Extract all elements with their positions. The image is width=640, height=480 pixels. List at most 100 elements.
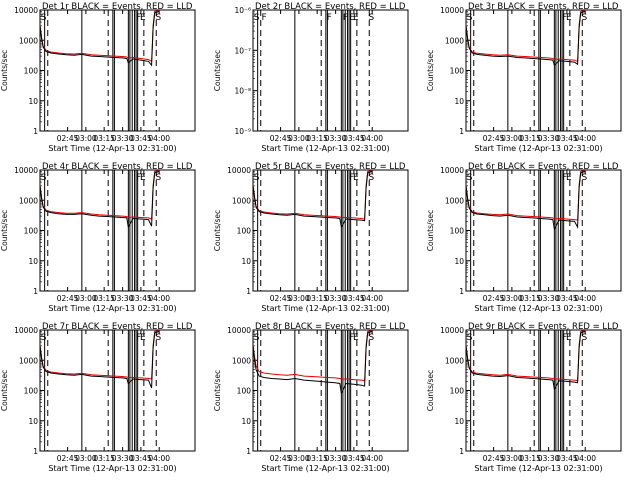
y-tick-label: 100: [450, 67, 465, 76]
chart-title: Det 6r BLACK = Events, RED = LLD: [468, 162, 619, 172]
y-tick-label: 1000: [445, 36, 464, 45]
y-tick-label: 10⁻⁷: [234, 46, 251, 55]
x-tick-label: 03:30: [112, 134, 134, 143]
series-line-lld: [40, 330, 160, 380]
y-tick-label: 100: [237, 387, 252, 396]
annotation-label: F: [327, 13, 332, 23]
x-tick-label: 03:00: [501, 294, 523, 303]
y-tick-label: 10000: [14, 166, 38, 175]
y-tick-label: 10: [28, 417, 38, 426]
x-tick-label: 03:00: [288, 134, 310, 143]
annotation-label: S: [467, 333, 473, 343]
x-tick-label: 04:00: [361, 454, 383, 463]
plot-frame: [252, 9, 409, 132]
x-axis-label: Start Time (12-Apr-13 02:31:00): [474, 304, 602, 313]
chart-panel-6: Det 6r BLACK = Events, RED = LLD 1 10 100 10…: [426, 162, 622, 313]
y-tick-label: 1: [33, 127, 38, 136]
x-tick-label: 04:00: [148, 454, 170, 463]
annotation-label: S: [155, 13, 161, 23]
plot-frame: [252, 169, 409, 292]
y-tick-label: 1000: [19, 36, 38, 45]
y-tick-label: 1: [33, 287, 38, 296]
chart-title: Det 9r BLACK = Events, RED = LLD: [468, 322, 619, 332]
annotation-label: E: [140, 173, 146, 183]
x-tick-label: 04:00: [574, 454, 596, 463]
annotation-label: S: [368, 13, 374, 23]
x-axis-label: Start Time (12-Apr-13 02:31:00): [261, 464, 389, 473]
series-line-lld: [40, 170, 160, 220]
x-tick-label: 03:30: [538, 294, 560, 303]
x-tick-label: 02:45: [483, 454, 505, 463]
y-tick-label: 1000: [19, 356, 38, 365]
annotation-label: S: [155, 173, 161, 183]
annotation-label: S: [368, 173, 374, 183]
chart-panel-2: Det 2r BLACK = Events, RED = LLD 10⁻⁹ 10⁻⁸…: [213, 2, 409, 153]
series-line-events: [466, 10, 586, 67]
x-tick-label: 03:30: [325, 294, 347, 303]
y-tick-label: 1: [246, 447, 251, 456]
y-tick-label: 100: [24, 67, 39, 76]
annotation-label: E: [566, 13, 572, 23]
annotation-label: F: [349, 173, 354, 183]
x-tick-label: 04:00: [361, 294, 383, 303]
x-tick-label: 03:45: [130, 454, 152, 463]
chart-title: Det 2r BLACK = Events, RED = LLD: [255, 2, 406, 12]
plot-frame: [465, 329, 622, 452]
x-axis-label: Start Time (12-Apr-13 02:31:00): [261, 144, 389, 153]
x-tick-label: 04:00: [361, 134, 383, 143]
annotation-label: F: [136, 173, 141, 183]
annotation-label: E: [566, 333, 572, 343]
annotation-label: F: [562, 13, 567, 23]
chart-panel-7: Det 7r BLACK = Events, RED = LLD 1 10 100 10…: [0, 322, 196, 473]
x-tick-label: 03:30: [538, 454, 560, 463]
x-tick-label: 03:30: [325, 134, 347, 143]
x-tick-label: 03:00: [288, 454, 310, 463]
x-tick-label: 04:00: [574, 134, 596, 143]
y-tick-label: 100: [237, 227, 252, 236]
chart-title: Det 5r BLACK = Events, RED = LLD: [255, 162, 406, 172]
series-line-lld: [466, 330, 586, 382]
annotation-label: F: [136, 333, 141, 343]
plot-frame: [39, 9, 196, 132]
y-tick-label: 10000: [14, 326, 38, 335]
plot-frame: [39, 169, 196, 292]
y-tick-label: 10000: [440, 326, 464, 335]
annotation-label: E: [353, 333, 359, 343]
y-tick-label: 100: [24, 227, 39, 236]
y-tick-label: 10: [454, 97, 464, 106]
chart-panel-5: Det 5r BLACK = Events, RED = LLD 1 10 100 10…: [213, 162, 409, 313]
y-axis-label: Counts/sec: [0, 370, 9, 411]
x-tick-label: 03:30: [112, 294, 134, 303]
y-tick-label: 10000: [440, 166, 464, 175]
annotation-label: S: [581, 13, 587, 23]
x-tick-label: 04:00: [148, 134, 170, 143]
x-tick-label: 03:00: [288, 294, 310, 303]
x-tick-label: 03:30: [325, 454, 347, 463]
chart-panel-8: Det 8r BLACK = Events, RED = LLD 1 10 100 10…: [213, 322, 409, 473]
chart-title: Det 1r BLACK = Events, RED = LLD: [42, 2, 193, 12]
series-line-events: [40, 10, 160, 67]
x-tick-label: 03:15: [519, 454, 541, 463]
chart-title: Det 3r BLACK = Events, RED = LLD: [468, 2, 619, 12]
y-axis-label: Counts/sec: [426, 370, 435, 411]
x-axis-label: Start Time (12-Apr-13 02:31:00): [48, 144, 176, 153]
x-tick-label: 03:15: [93, 294, 115, 303]
x-tick-label: 02:45: [57, 134, 79, 143]
y-tick-label: 10000: [227, 166, 251, 175]
x-tick-label: 03:45: [556, 134, 578, 143]
x-tick-label: 03:45: [343, 294, 365, 303]
y-tick-label: 1: [246, 287, 251, 296]
y-axis-label: Counts/sec: [426, 210, 435, 251]
y-tick-label: 100: [24, 387, 39, 396]
annotation-label: S: [254, 173, 260, 183]
x-tick-label: 03:30: [112, 454, 134, 463]
y-tick-label: 10: [241, 417, 251, 426]
x-tick-label: 02:45: [57, 294, 79, 303]
annotation-label: E: [140, 333, 146, 343]
annotation-label: S: [581, 333, 587, 343]
y-tick-label: 1000: [19, 196, 38, 205]
x-tick-label: 03:00: [75, 134, 97, 143]
x-axis-label: Start Time (12-Apr-13 02:31:00): [48, 464, 176, 473]
y-tick-label: 10⁻⁹: [234, 127, 251, 136]
x-tick-label: 02:45: [483, 294, 505, 303]
